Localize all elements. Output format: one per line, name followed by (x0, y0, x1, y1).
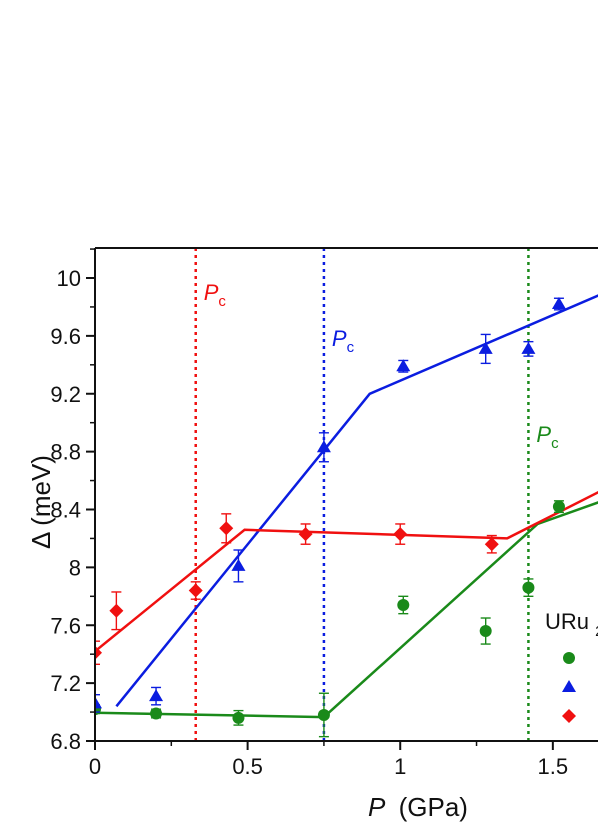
y-tick-label: 9.2 (50, 382, 81, 407)
x-axis-title-unit: (GPa) (399, 792, 468, 822)
pc-label-subscript: c (347, 339, 355, 356)
data-point (317, 708, 330, 721)
data-point (316, 440, 331, 453)
y-tick-label: 8.4 (50, 498, 81, 523)
data-point (231, 558, 246, 571)
legend-marker-diamond (562, 709, 576, 723)
y-axis-title: Δ (meV) (26, 455, 56, 549)
y-tick-label: 9.6 (50, 324, 81, 349)
legend-title-subscript: 2 (595, 623, 598, 640)
data-point (150, 707, 163, 720)
pc-label: Pc (536, 422, 559, 452)
fit-line (95, 501, 598, 719)
y-tick-label: 7.2 (50, 671, 81, 696)
legend-marker-circle (563, 652, 575, 664)
pc-label-variable: P (204, 280, 219, 305)
data-point (298, 527, 313, 542)
y-tick-label: 10 (57, 266, 81, 291)
data-point (478, 341, 493, 354)
legend-marker-triangle (562, 680, 576, 692)
y-tick-label: 6.8 (50, 729, 81, 754)
data-point (149, 689, 164, 702)
data-point (551, 297, 566, 310)
x-tick-label: 0 (89, 754, 101, 779)
legend: URu 2 (545, 609, 598, 723)
data-point (232, 711, 245, 724)
data-point (109, 603, 124, 618)
data-point (479, 625, 492, 638)
data-point (95, 696, 102, 709)
x-tick-label: 0.5 (232, 754, 263, 779)
pc-label: Pc (204, 280, 227, 310)
x-tick-label: 1.5 (538, 754, 569, 779)
data-point (95, 645, 102, 660)
pc-label-variable: P (536, 422, 551, 447)
data-point (188, 583, 203, 598)
y-tick-label: 8 (69, 555, 81, 580)
pc-label: Pc (332, 326, 355, 356)
data-point (522, 581, 535, 594)
data-point (396, 359, 411, 372)
legend-title-main: URu (545, 609, 589, 634)
data-point (219, 521, 234, 536)
axes: 6.8 7.2 7.6 8 8.4 8.8 9.2 9.6 10 0 0.5 1 1.5 (50, 247, 598, 779)
data-point (521, 341, 536, 354)
pc-label-subscript: c (551, 435, 559, 452)
y-tick-label: 7.6 (50, 613, 81, 638)
y-tick-label: 8.8 (50, 440, 81, 465)
pc-label-subscript: c (218, 293, 226, 310)
x-axis-title: P (GPa) (368, 792, 468, 822)
fit-line (95, 491, 598, 653)
fit-line (115, 294, 598, 708)
data-point (397, 598, 410, 611)
data-point (552, 500, 565, 513)
pc-label-variable: P (332, 326, 347, 351)
data-point (484, 537, 499, 552)
x-tick-label: 1 (394, 754, 406, 779)
legend-title: URu 2 (545, 609, 598, 640)
x-axis-title-variable: P (368, 792, 386, 822)
data-point (393, 527, 408, 542)
